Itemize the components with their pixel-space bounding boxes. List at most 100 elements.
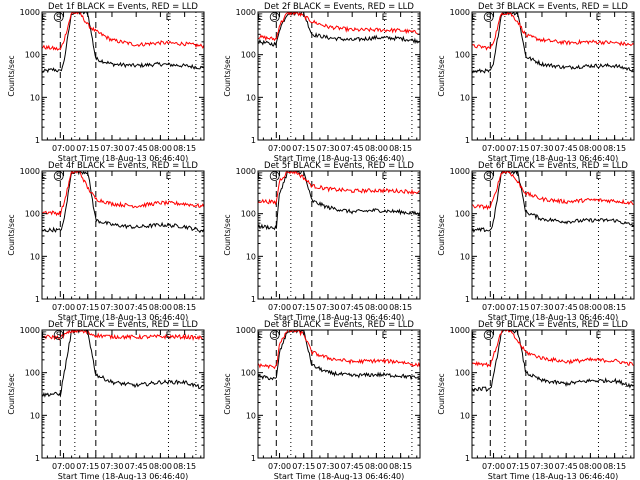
plot-frame: [257, 11, 421, 141]
lld-line: [258, 12, 420, 42]
y-tick-label: 100: [25, 210, 40, 219]
plot-frame: [41, 329, 205, 459]
lld-line: [472, 330, 634, 368]
x-axis-label: Start Time (18-Aug-13 06:46:40): [488, 154, 619, 163]
panel-title: Det 4f BLACK = Events, RED = LLD: [48, 161, 198, 171]
x-tick-label: 07:00: [52, 144, 75, 153]
marker-e-label: E: [596, 331, 602, 341]
x-tick-label: 07:15: [506, 303, 529, 312]
y-axis-label: Counts/sec: [7, 214, 16, 255]
x-tick-label: 08:00: [149, 144, 172, 153]
marker-e-label: E: [166, 13, 172, 23]
lld-line: [42, 330, 204, 342]
y-tick-label: 1: [251, 136, 256, 145]
events-line: [258, 171, 420, 231]
x-axis-label: Start Time (18-Aug-13 06:46:40): [488, 472, 619, 480]
x-tick-label: 08:15: [603, 303, 626, 312]
y-tick-label: 1000: [236, 167, 256, 176]
x-tick-label: 07:00: [268, 462, 291, 471]
plot-frame: [41, 11, 205, 141]
events-line: [258, 330, 420, 381]
x-axis-label: Start Time (18-Aug-13 06:46:40): [488, 313, 619, 322]
x-tick-label: 07:30: [100, 462, 123, 471]
events-line: [472, 171, 634, 233]
y-tick-label: 10: [246, 411, 256, 420]
x-tick-label: 08:15: [603, 462, 626, 471]
x-tick-label: 07:15: [292, 462, 315, 471]
events-line: [472, 330, 634, 393]
y-tick-label: 100: [455, 51, 470, 60]
y-tick-label: 10: [460, 411, 470, 420]
y-axis-label: Counts/sec: [437, 55, 446, 96]
y-axis-label: Counts/sec: [223, 373, 232, 414]
marker-s-label: S: [486, 172, 492, 182]
lld-line: [258, 171, 420, 206]
plot-frame: [41, 170, 205, 300]
y-axis-label: Counts/sec: [437, 214, 446, 255]
lld-line: [258, 330, 420, 370]
x-tick-label: 07:45: [555, 144, 578, 153]
y-tick-label: 100: [241, 210, 256, 219]
x-tick-label: 07:45: [341, 303, 364, 312]
x-tick-label: 07:45: [125, 303, 148, 312]
panel-title: Det 9f BLACK = Events, RED = LLD: [478, 320, 628, 330]
x-tick-label: 07:30: [100, 303, 123, 312]
events-line: [42, 12, 204, 74]
x-tick-label: 08:15: [173, 144, 196, 153]
panel-title: Det 5f BLACK = Events, RED = LLD: [264, 161, 414, 171]
y-tick-label: 1000: [20, 326, 40, 335]
y-tick-label: 100: [241, 51, 256, 60]
events-line: [472, 12, 634, 74]
marker-e-label: E: [41, 331, 47, 341]
x-tick-label: 08:15: [173, 462, 196, 471]
x-tick-label: 07:45: [341, 462, 364, 471]
x-tick-label: 07:15: [76, 303, 99, 312]
panel-title: Det 1f BLACK = Events, RED = LLD: [48, 2, 198, 12]
marker-s-label: S: [272, 13, 278, 23]
x-tick-label: 07:00: [482, 144, 505, 153]
x-tick-label: 07:30: [316, 144, 339, 153]
marker-e-label: E: [382, 172, 388, 182]
y-tick-label: 1: [251, 295, 256, 304]
y-tick-label: 10: [246, 93, 256, 102]
panel-title: Det 6f BLACK = Events, RED = LLD: [478, 161, 628, 171]
x-tick-label: 07:30: [530, 144, 553, 153]
marker-s-label: S: [486, 13, 492, 23]
y-tick-label: 10: [30, 93, 40, 102]
y-tick-label: 1: [465, 454, 470, 463]
y-tick-label: 1000: [20, 167, 40, 176]
y-tick-label: 1: [251, 454, 256, 463]
marker-e-label: E: [596, 13, 602, 23]
x-tick-label: 07:45: [125, 144, 148, 153]
x-tick-label: 07:15: [76, 144, 99, 153]
x-tick-label: 07:30: [100, 144, 123, 153]
x-tick-label: 07:30: [530, 462, 553, 471]
marker-e-label: E: [41, 172, 47, 182]
x-tick-label: 08:00: [149, 462, 172, 471]
y-tick-label: 100: [25, 51, 40, 60]
y-tick-label: 100: [455, 369, 470, 378]
y-tick-label: 10: [460, 252, 470, 261]
marker-e-label: E: [471, 331, 477, 341]
marker-e-label: E: [596, 172, 602, 182]
lld-line: [472, 171, 634, 211]
x-tick-label: 07:00: [482, 462, 505, 471]
y-tick-label: 1000: [450, 167, 470, 176]
x-tick-label: 08:00: [579, 144, 602, 153]
y-axis-label: Counts/sec: [7, 373, 16, 414]
y-tick-label: 100: [25, 369, 40, 378]
y-tick-label: 1000: [450, 326, 470, 335]
y-tick-label: 1: [35, 136, 40, 145]
marker-s-label: S: [56, 172, 62, 182]
x-tick-label: 07:45: [341, 144, 364, 153]
y-tick-label: 100: [455, 210, 470, 219]
x-tick-label: 07:15: [506, 144, 529, 153]
marker-e-label: E: [41, 13, 47, 23]
x-tick-label: 07:45: [555, 462, 578, 471]
x-tick-label: 07:15: [506, 462, 529, 471]
